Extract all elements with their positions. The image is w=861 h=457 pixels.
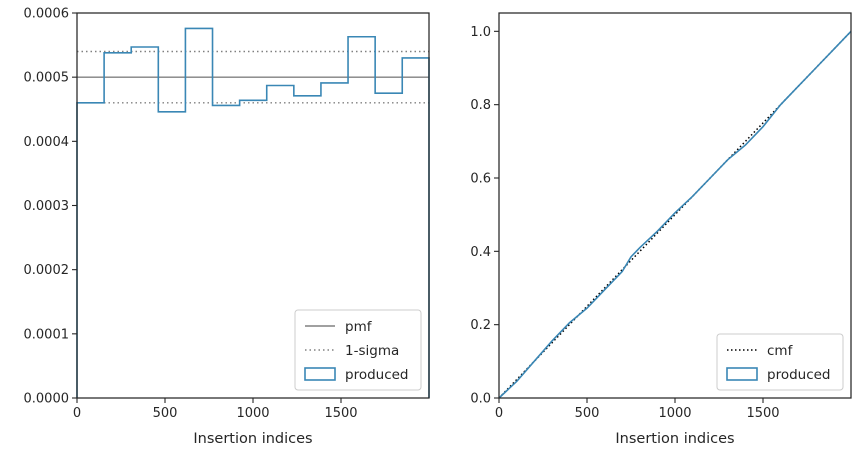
legend-handle-produced (304, 367, 336, 381)
cmf-series-cmf (498, 30, 852, 399)
x-tick-label: 1500 (324, 406, 357, 421)
y-tick-label: 0.8 (470, 98, 491, 113)
y-tick-label: 0.0003 (24, 199, 70, 214)
x-axis-label: Insertion indices (193, 431, 312, 447)
legend-handle-produced (726, 367, 758, 381)
y-tick-label: 0.0004 (24, 135, 70, 150)
y-tick-label: 0.0002 (24, 263, 70, 278)
legend-box (294, 309, 422, 391)
legend-label: produced (767, 367, 831, 383)
legend-label: cmf (767, 343, 794, 359)
x-tick-label: 0 (495, 406, 503, 421)
x-tick-label: 1000 (658, 406, 691, 421)
x-tick-label: 0 (73, 406, 81, 421)
pmf-legend: pmf 1-sigma produced (294, 309, 422, 391)
legend-box (716, 333, 844, 391)
y-tick-label: 0.4 (470, 245, 491, 260)
x-tick-label: 500 (575, 406, 600, 421)
legend-label: 1-sigma (345, 343, 399, 359)
y-tick-label: 0.0000 (24, 392, 70, 407)
y-tick-label: 0.0 (470, 392, 491, 407)
legend-label: pmf (345, 319, 373, 335)
x-axis-label: Insertion indices (615, 431, 734, 447)
x-tick-label: 1500 (746, 406, 779, 421)
pmf-series-produced (76, 27, 430, 398)
y-tick-label: 0.0006 (24, 7, 70, 22)
y-tick-label: 0.0001 (24, 327, 70, 342)
cmf-legend: cmf produced (716, 333, 844, 391)
legend-label: produced (345, 367, 409, 383)
x-tick-label: 1000 (236, 406, 269, 421)
pmf-chart-panel: 0 500 1000 1500 0.0000 0.0001 0.0002 0.0003 0.00… (24, 7, 430, 447)
cmf-series-produced (498, 30, 852, 399)
y-tick-label: 1.0 (470, 25, 491, 40)
x-tick-label: 500 (153, 406, 178, 421)
y-tick-label: 0.0005 (24, 71, 70, 86)
y-tick-label: 0.6 (470, 172, 491, 187)
cmf-chart-panel: 0 500 1000 1500 0.0 0.2 0.4 0.6 0.8 1.0 Insertion … (470, 12, 852, 447)
y-tick-label: 0.2 (470, 318, 491, 333)
